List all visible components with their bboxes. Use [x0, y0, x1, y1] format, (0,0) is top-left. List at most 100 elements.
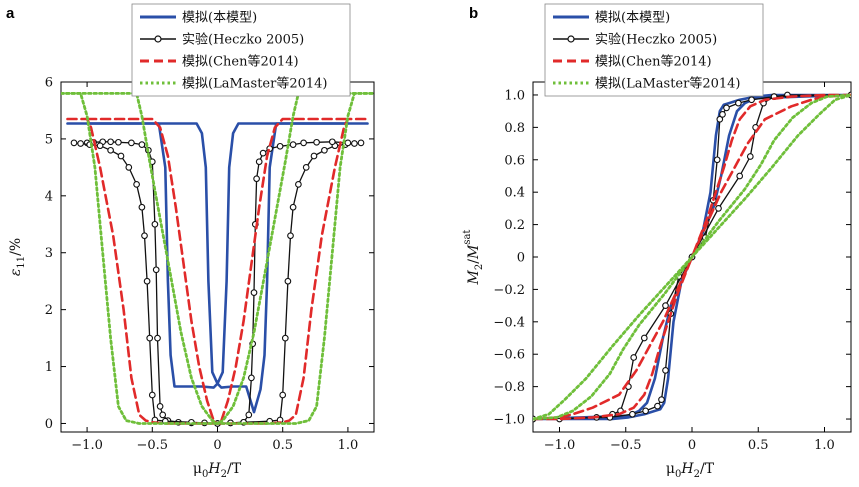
- panel-b-xtick-label: 0.5: [748, 438, 769, 453]
- panel-b-ytick-label: 0.2: [504, 218, 525, 233]
- panel-a-series-1-point: [159, 411, 167, 419]
- panel-a-series-1-point: [250, 289, 258, 296]
- panel-b-legend-box: [544, 3, 764, 97]
- panel-a-series-1-point: [146, 334, 154, 342]
- panel-a-series-1-point: [138, 141, 146, 148]
- panel-a-series-1-point: [295, 181, 302, 188]
- panel-a-xtick-label: −0.5: [137, 438, 169, 453]
- panel-b-series-3-line: [533, 93, 851, 421]
- panel-a-series-1-point: [125, 164, 133, 171]
- panel-a-ytick-label: 2: [45, 303, 53, 318]
- panel-b-series-1-point: [746, 153, 754, 160]
- panel-a-ytick-label: 3: [45, 246, 53, 261]
- panel-a-plot: −1.0 −0.5 0 0.5 1.0 0 1 2 3 4 5 6: [45, 76, 375, 453]
- panel-a-series-1-point: [156, 403, 164, 410]
- panel-b-series-1-point: [658, 396, 665, 403]
- panel-a-series-1-point: [70, 139, 78, 147]
- panel-b-ylabel: M2/Msat: [462, 230, 485, 286]
- panel-a-series-1-point: [128, 139, 135, 147]
- panel-a-ytick-label: 0: [45, 417, 53, 432]
- panel-b-series-1-point: [630, 354, 638, 361]
- panel-a-series-1-point: [289, 203, 297, 211]
- panel-b-xtick-label: 0: [688, 438, 696, 453]
- panel-a-xlabel: μ0H2/T: [193, 461, 242, 480]
- panel-a-series: [61, 92, 374, 427]
- panel-a-series-1-point: [141, 232, 148, 240]
- panel-a-series-1-point: [151, 220, 159, 228]
- panel-a-series-1-point: [289, 141, 297, 148]
- panel-a-xtick-label: 1.0: [338, 438, 359, 453]
- panel-a-series-1-point: [281, 334, 289, 342]
- panel-b-series-1-point: [713, 156, 721, 164]
- panel-a-xtick-label: 0.5: [272, 438, 293, 453]
- panel-a-series-1-point: [77, 140, 84, 147]
- panel-a-series-1-point: [328, 138, 336, 146]
- panel-b-ytick-label: 0.6: [504, 153, 525, 168]
- panel-b-series-1-point: [723, 104, 730, 112]
- panel-b-series: [533, 91, 851, 423]
- panel-b-ytick-label: 0: [517, 251, 525, 266]
- panel-a-series-1-point: [253, 175, 260, 183]
- panel-a-legend-label-3: 模拟(LaMaster等2014): [182, 76, 327, 92]
- panel-b-series-1-point: [629, 410, 636, 418]
- panel-b-series-1-point: [736, 172, 744, 180]
- panel-a-ytick-label: 4: [45, 189, 53, 204]
- panel-a-series-1-point: [96, 142, 104, 150]
- panel-b-legend-label-0: 模拟(本模型): [595, 11, 670, 26]
- panel-a-xtick-label: 0: [213, 438, 221, 453]
- panel-a-series-1-point: [107, 146, 114, 154]
- panel-a-letter: a: [6, 5, 15, 22]
- panel-b-ytick-label: 0.4: [504, 186, 525, 201]
- panel-b-ticks: −1.0 −0.5 0 0.5 1.0 −1.0 −0.8 −0.6 −0.4 −0.2 0 0.2 0…: [493, 82, 851, 453]
- panel-b-ytick-label: 1.0: [504, 88, 525, 103]
- panel-a-series-3-line: [61, 92, 374, 425]
- panel-b-series-1-point: [640, 334, 648, 342]
- panel-a-series-3: [61, 92, 374, 425]
- panel-a-series-1-point: [284, 277, 292, 285]
- panel-a-ytick-label: 1: [45, 360, 53, 375]
- panel-b-series-3-line: [533, 93, 851, 421]
- panel-a-series-1-point: [245, 411, 253, 419]
- panel-b-ytick-label: −0.2: [493, 283, 525, 298]
- panel-a-series-1-point: [344, 139, 352, 147]
- panel-a-series-1-point: [107, 138, 114, 146]
- panel-b-ytick-label: 0.8: [504, 121, 525, 136]
- panel-a-series-1-point: [117, 152, 125, 160]
- panel-b-series-1-point: [662, 367, 669, 374]
- panel-a-ylabel: ε11/%: [8, 238, 27, 276]
- panel-a-legend-label-0: 模拟(本模型): [182, 11, 257, 26]
- panel-b-ytick-label: −0.6: [493, 348, 525, 363]
- panel-a-series-1-point: [321, 146, 328, 154]
- panel-a-series-1-point: [310, 152, 318, 160]
- panel-b-series-1-point: [719, 111, 726, 118]
- panel-a-series-1-point: [300, 139, 307, 147]
- panel-a-series-1-point: [154, 334, 161, 342]
- panel-a-ytick-label: 5: [45, 132, 53, 147]
- panel-a-frame: [60, 81, 375, 433]
- panel-b-ytick-label: −0.8: [493, 380, 525, 395]
- panel-b-xtick-label: −0.5: [610, 438, 642, 453]
- panel-a-series-1-point: [279, 391, 287, 399]
- panel-b-series-1-point: [716, 115, 724, 123]
- panel-a-series-1-point: [351, 140, 358, 147]
- panel-a-legend-marker-1: [154, 35, 162, 43]
- panel-b-series-1-point: [715, 205, 722, 212]
- panel-a-series-2: [66, 117, 369, 425]
- panel-b-series-1-point: [748, 96, 755, 104]
- panel-b-xlabel: μ0H2/T: [666, 461, 715, 480]
- panel-a-series-1-point: [259, 149, 267, 157]
- panel-a-series-1-point: [148, 391, 156, 399]
- panel-a-series-1-point: [313, 138, 320, 146]
- panel-b-ytick-label: −1.0: [493, 413, 525, 428]
- panel-b-ytick-label: −0.4: [493, 315, 525, 330]
- panel-b-legend-marker-1: [567, 35, 575, 43]
- panel-b-legend-label-3: 模拟(LaMaster等2014): [595, 76, 740, 92]
- panel-a-series-1-point: [276, 142, 284, 150]
- panel-a-series-1-point: [302, 164, 310, 171]
- panel-b-series-3: [533, 93, 851, 421]
- panel-b-series-1-point: [662, 302, 669, 309]
- panel-a-series-1-point: [248, 374, 255, 382]
- panel-a-legend: 模拟(本模型) 实验(Heczko 2005) 模拟(Chen等2014) 模拟(La…: [131, 3, 351, 97]
- panel-a-legend-label-1: 实验(Heczko 2005): [182, 32, 304, 48]
